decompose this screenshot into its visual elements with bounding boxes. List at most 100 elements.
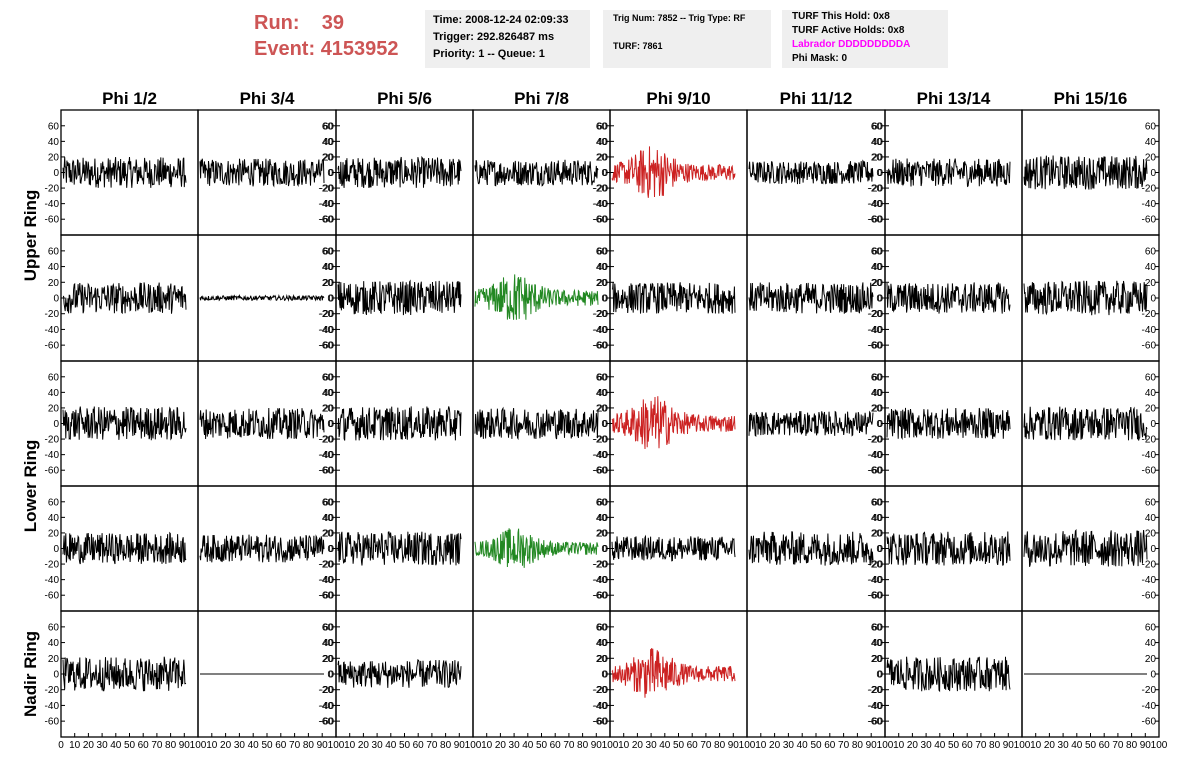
y-tick-label: 40 <box>1145 262 1157 273</box>
x-tick-label: 40 <box>1071 740 1083 751</box>
waveform-trace <box>1023 280 1148 316</box>
x-tick-label: 40 <box>110 740 122 751</box>
x-tick-label: 70 <box>426 740 438 751</box>
y-tick-label: 20 <box>871 278 883 289</box>
waveform-trace <box>474 274 599 320</box>
turf-active-holds-text: TURF Active Holds: 0x8 <box>792 25 905 36</box>
x-tick-label: 60 <box>550 740 562 751</box>
y-tick-label: 0 <box>53 168 59 179</box>
y-tick-label: 20 <box>48 152 60 163</box>
y-tick-label: 60 <box>872 372 884 383</box>
y-tick-label: -40 <box>594 575 609 586</box>
x-tick-label: 10 <box>481 740 493 751</box>
y-tick-label: 20 <box>323 528 335 539</box>
trig-num-text: Trig Num: 7852 -- Trig Type: RF <box>613 13 746 23</box>
y-tick-label: 20 <box>322 278 334 289</box>
y-tick-label: -20 <box>594 184 609 195</box>
y-tick-label: 20 <box>872 152 884 163</box>
column-header: Phi 15/16 <box>1054 89 1128 108</box>
y-tick-label: 60 <box>322 246 334 257</box>
y-tick-label: -20 <box>45 685 60 696</box>
x-tick-label: 50 <box>810 740 822 751</box>
x-tick-label: 40 <box>248 740 260 751</box>
x-tick-label: 100 <box>877 740 894 751</box>
y-tick-label: 60 <box>48 121 60 132</box>
column-header: Phi 1/2 <box>102 89 157 108</box>
y-tick-label: -40 <box>869 199 884 210</box>
waveform-trace <box>62 656 187 692</box>
event-row: Event: 4153952 <box>254 36 399 62</box>
y-tick-label: -40 <box>45 325 60 336</box>
y-tick-label: -20 <box>319 435 334 446</box>
waveform-trace <box>748 410 874 437</box>
y-tick-label: 20 <box>872 278 884 289</box>
x-tick-label: 80 <box>852 740 864 751</box>
y-tick-label: 20 <box>48 528 60 539</box>
event-value: 4153952 <box>320 38 399 60</box>
ring-label: Lower Ring <box>21 440 40 533</box>
y-tick-label: 60 <box>323 497 335 508</box>
y-tick-label: -40 <box>868 325 883 336</box>
y-tick-label: -60 <box>869 717 884 728</box>
y-tick-label: 60 <box>1145 246 1157 257</box>
y-tick-label: 20 <box>322 528 334 539</box>
x-tick-label: 40 <box>522 740 534 751</box>
waveform-trace <box>199 158 325 188</box>
y-tick-label: -40 <box>45 450 60 461</box>
waveform-trace <box>611 648 736 698</box>
y-tick-label: 40 <box>48 262 60 273</box>
x-tick-label: 50 <box>536 740 548 751</box>
y-tick-label: -40 <box>1142 575 1157 586</box>
y-tick-label: 40 <box>872 137 884 148</box>
y-tick-label: 20 <box>597 152 609 163</box>
y-tick-label: 20 <box>48 278 60 289</box>
y-tick-label: -20 <box>1142 184 1157 195</box>
y-tick-label: 0 <box>876 294 882 305</box>
y-tick-label: 20 <box>323 654 335 665</box>
x-tick-label: 30 <box>509 740 521 751</box>
y-tick-label: 60 <box>323 622 335 633</box>
y-tick-label: 60 <box>322 121 334 132</box>
x-tick-label: 0 <box>58 740 64 751</box>
y-tick-label: 60 <box>871 121 883 132</box>
x-tick-label: 100 <box>1014 740 1031 751</box>
x-tick-label: 60 <box>1099 740 1111 751</box>
y-tick-label: 20 <box>48 654 60 665</box>
y-tick-label: 60 <box>872 622 884 633</box>
y-tick-label: -60 <box>1142 215 1157 226</box>
y-tick-label: -40 <box>869 325 884 336</box>
time-info-box: Time: 2008-12-24 02:09:33 Trigger: 292.8… <box>425 10 590 68</box>
y-tick-label: -60 <box>869 215 884 226</box>
y-tick-label: -40 <box>45 701 60 712</box>
y-tick-label: 40 <box>323 388 335 399</box>
y-tick-label: -40 <box>319 199 334 210</box>
y-tick-label: 60 <box>872 246 884 257</box>
waveform-trace <box>337 531 462 566</box>
y-tick-label: -60 <box>593 466 608 477</box>
waveform-trace <box>886 158 1011 188</box>
y-tick-label: 20 <box>322 654 334 665</box>
y-tick-label: 20 <box>597 403 609 414</box>
y-tick-label: -20 <box>1142 309 1157 320</box>
y-tick-label: -60 <box>868 215 883 226</box>
waveform-trace <box>199 534 325 563</box>
x-tick-label: 20 <box>220 740 232 751</box>
x-tick-label: 70 <box>1112 740 1124 751</box>
y-tick-label: -20 <box>869 184 884 195</box>
x-tick-label: 90 <box>317 740 329 751</box>
x-tick-label: 80 <box>989 740 1001 751</box>
y-tick-label: 0 <box>327 544 333 555</box>
y-tick-label: 40 <box>1145 638 1157 649</box>
y-tick-label: -60 <box>45 717 60 728</box>
x-tick-label: 90 <box>728 740 740 751</box>
y-tick-label: -60 <box>869 341 884 352</box>
y-tick-label: -60 <box>868 341 883 352</box>
waveform-trace <box>611 146 736 198</box>
y-tick-label: 20 <box>872 528 884 539</box>
x-tick-label: 80 <box>165 740 177 751</box>
y-tick-label: 40 <box>48 388 60 399</box>
y-tick-label: -20 <box>594 685 609 696</box>
y-tick-label: -40 <box>1142 199 1157 210</box>
y-tick-label: 20 <box>596 152 608 163</box>
